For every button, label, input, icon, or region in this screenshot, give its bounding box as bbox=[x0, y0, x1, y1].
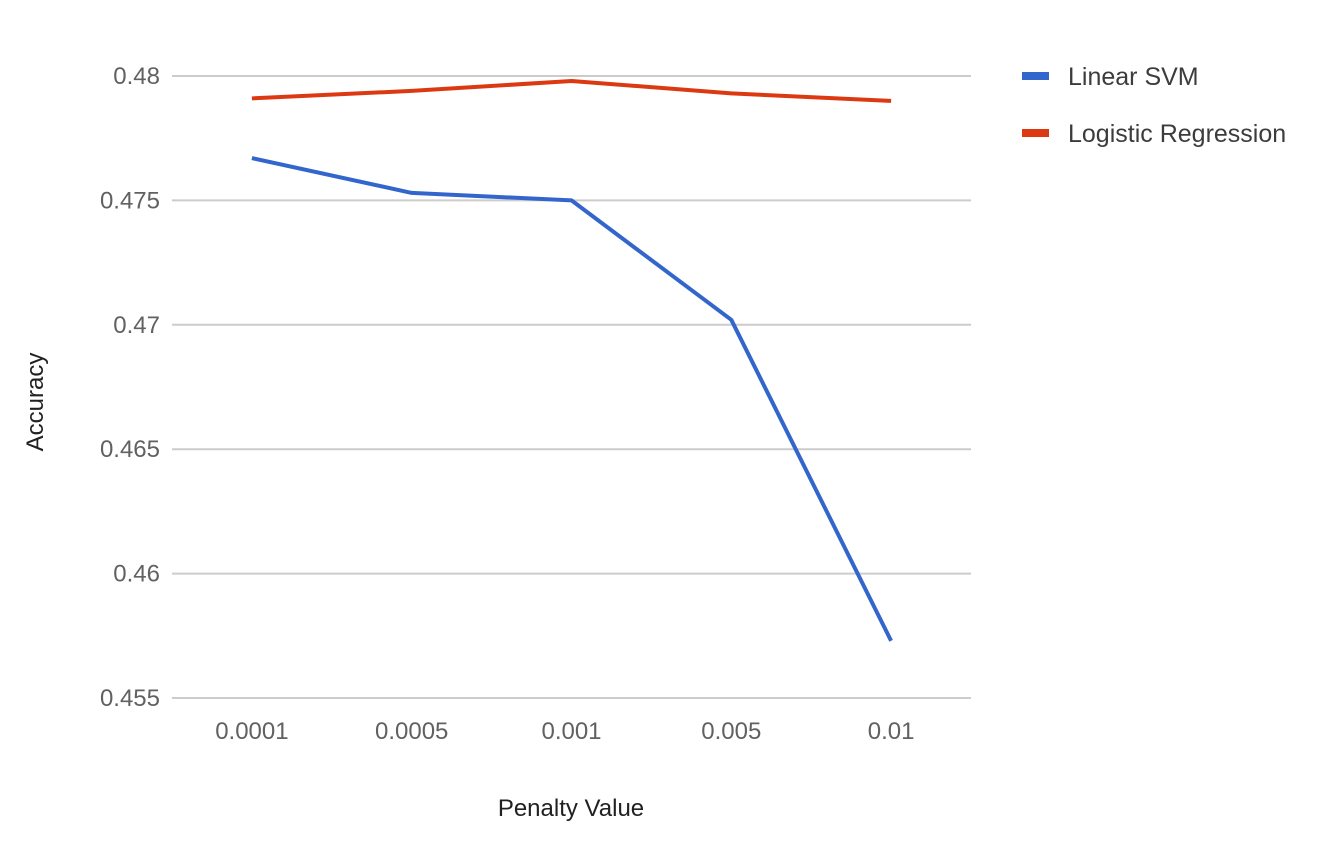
series-line bbox=[251, 79, 892, 103]
y-tick-label: 0.47 bbox=[113, 312, 160, 339]
x-tick-label: 0.0005 bbox=[375, 718, 448, 745]
x-axis-title: Penalty Value bbox=[498, 795, 644, 822]
y-tick-label: 0.465 bbox=[100, 436, 160, 463]
legend: Linear SVM Logistic Regression bbox=[1022, 63, 1286, 148]
x-tick-label: 0.001 bbox=[541, 718, 601, 745]
legend-swatch bbox=[1022, 72, 1049, 80]
gridlines bbox=[172, 75, 971, 699]
legend-label: Logistic Regression bbox=[1068, 120, 1286, 148]
x-tick-label: 0.005 bbox=[701, 718, 761, 745]
x-tick-label: 0.01 bbox=[868, 718, 915, 745]
legend-swatch bbox=[1022, 129, 1049, 137]
legend-label: Linear SVM bbox=[1068, 63, 1199, 91]
y-tick-label: 0.46 bbox=[113, 561, 160, 588]
y-tick-label: 0.455 bbox=[100, 685, 160, 712]
y-axis-ticks: 0.455 0.46 0.465 0.47 0.475 0.48 bbox=[100, 63, 160, 712]
y-tick-label: 0.48 bbox=[113, 63, 160, 90]
series-lines bbox=[251, 79, 893, 642]
x-axis-ticks: 0.0001 0.0005 0.001 0.005 0.01 bbox=[215, 718, 914, 745]
y-tick-label: 0.475 bbox=[100, 187, 160, 214]
y-axis-title: Accuracy bbox=[22, 353, 49, 452]
series-line bbox=[251, 156, 893, 642]
x-tick-label: 0.0001 bbox=[215, 718, 288, 745]
